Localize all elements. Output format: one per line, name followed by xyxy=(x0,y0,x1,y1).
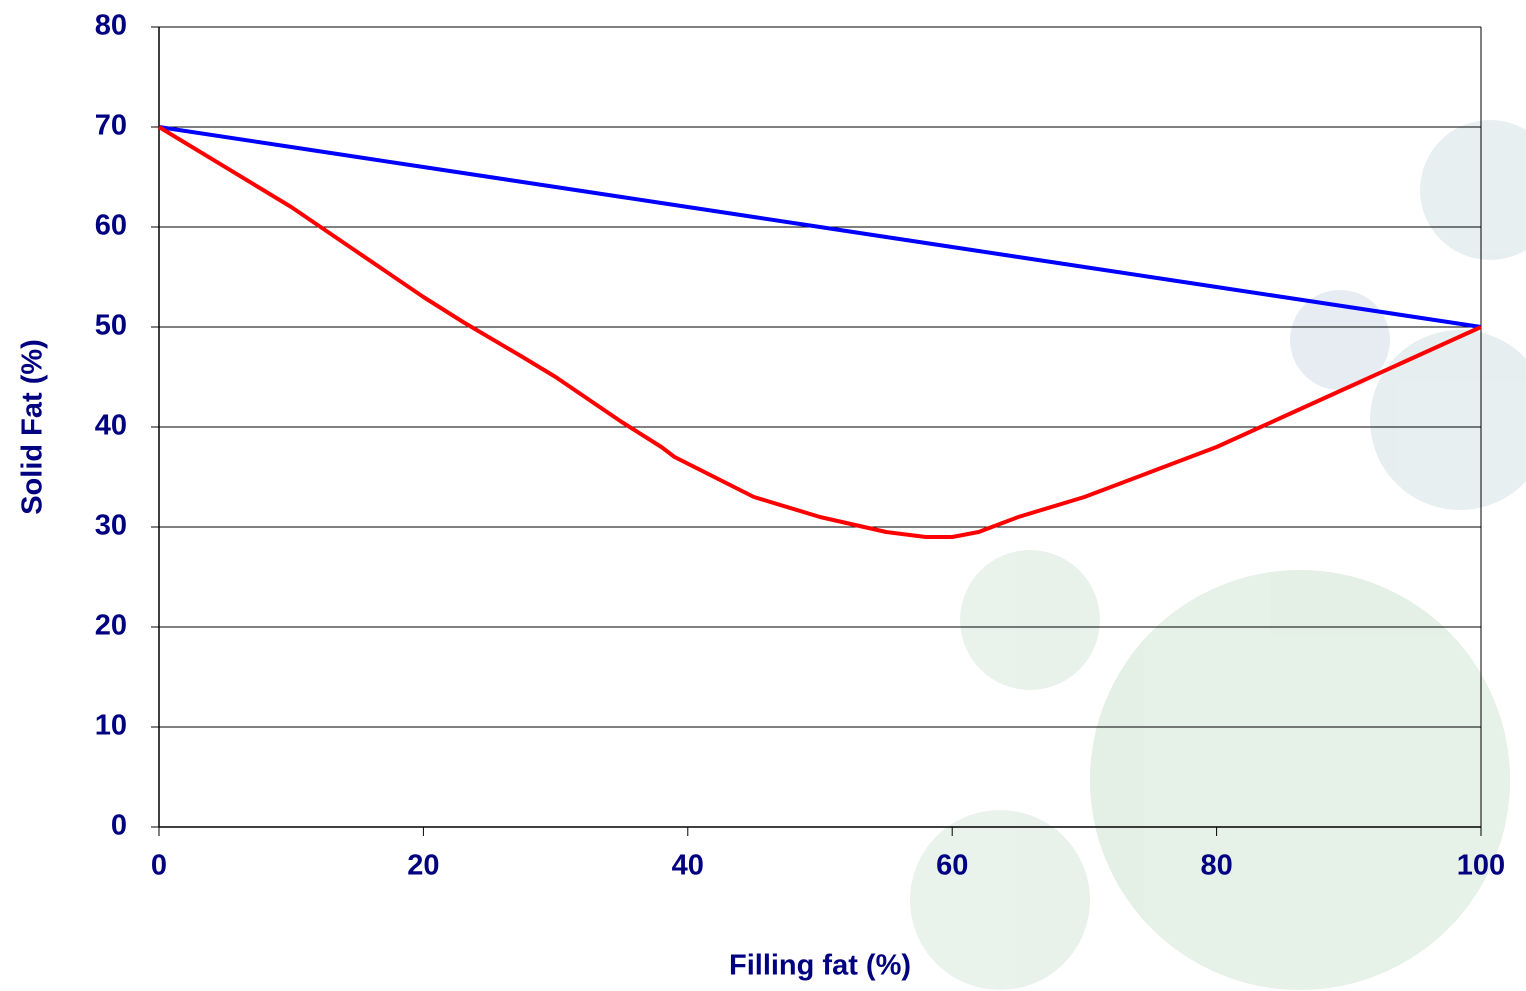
y-tick-label: 20 xyxy=(95,610,127,642)
y-tick-label: 70 xyxy=(95,110,127,142)
y-tick-label: 50 xyxy=(95,310,127,342)
x-tick-label: 100 xyxy=(1457,850,1505,882)
x-tick-label: 80 xyxy=(1200,850,1232,882)
y-tick-label: 80 xyxy=(95,10,127,42)
data-line xyxy=(157,125,1482,539)
x-tick-label: 60 xyxy=(936,850,968,882)
data-line xyxy=(158,125,1482,329)
y-tick-label: 40 xyxy=(95,410,127,442)
y-tick-label: 30 xyxy=(95,510,127,542)
x-tick-label: 0 xyxy=(151,850,167,882)
y-tick-label: 60 xyxy=(95,210,127,242)
x-tick-label: 20 xyxy=(407,850,439,882)
x-axis-title: Filling fat (%) xyxy=(729,950,911,982)
y-tick-label: 0 xyxy=(111,810,127,842)
background-decoration xyxy=(910,120,1526,990)
x-tick-label: 40 xyxy=(672,850,704,882)
y-tick-label: 10 xyxy=(95,710,127,742)
y-axis-title: Solid Fat (%) xyxy=(17,339,49,515)
